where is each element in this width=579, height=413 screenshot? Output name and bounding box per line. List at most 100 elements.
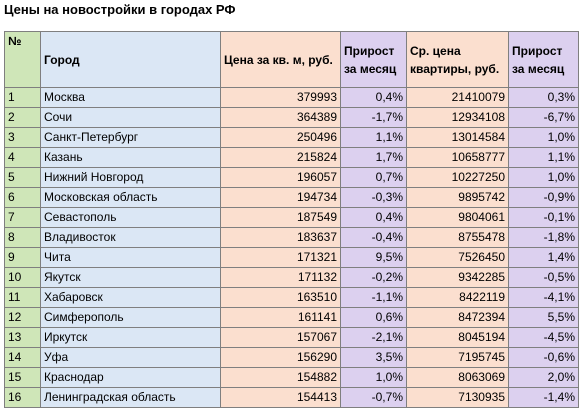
cell-city: Симферополь	[40, 307, 221, 328]
cell-price-sqm: 215824	[220, 147, 341, 168]
cell-growth-sqm: -1,1%	[340, 287, 407, 308]
cell-avg-price: 8063069	[406, 367, 509, 388]
cell-avg-price: 7130935	[406, 387, 509, 408]
cell-city: Уфа	[40, 347, 221, 368]
cell-num: 15	[4, 367, 41, 388]
header-growth-avg: Прирост за месяц	[508, 31, 579, 88]
cell-growth-avg: -0,9%	[508, 187, 579, 208]
cell-growth-sqm: 1,0%	[340, 367, 407, 388]
cell-num: 14	[4, 347, 41, 368]
cell-avg-price: 7526450	[406, 247, 509, 268]
table-row: 14 Уфа 156290 3,5% 7195745 -0,6%	[4, 347, 579, 368]
cell-avg-price: 8422119	[406, 287, 509, 308]
cell-growth-sqm: 0,7%	[340, 167, 407, 188]
cell-num: 5	[4, 167, 41, 188]
cell-num: 11	[4, 287, 41, 308]
cell-growth-avg: -1,4%	[508, 387, 579, 408]
table-row: 7 Севастополь 187549 0,4% 9804061 -0,1%	[4, 207, 579, 228]
cell-avg-price: 8755478	[406, 227, 509, 248]
header-row: № Город Цена за кв. м, руб. Прирост за м…	[4, 31, 579, 88]
cell-growth-avg: 5,5%	[508, 307, 579, 328]
cell-growth-sqm: 3,5%	[340, 347, 407, 368]
cell-city: Нижний Новгород	[40, 167, 221, 188]
cell-num: 6	[4, 187, 41, 208]
cell-city: Чита	[40, 247, 221, 268]
cell-growth-avg: -6,7%	[508, 107, 579, 128]
table-row: 15 Краснодар 154882 1,0% 8063069 2,0%	[4, 367, 579, 388]
header-price-sqm: Цена за кв. м, руб.	[220, 31, 341, 88]
cell-growth-avg: 2,0%	[508, 367, 579, 388]
cell-price-sqm: 250496	[220, 127, 341, 148]
cell-price-sqm: 183637	[220, 227, 341, 248]
cell-growth-sqm: 0,4%	[340, 87, 407, 108]
cell-avg-price: 21410079	[406, 87, 509, 108]
cell-num: 7	[4, 207, 41, 228]
cell-growth-avg: 1,4%	[508, 247, 579, 268]
table-row: 8 Владивосток 183637 -0,4% 8755478 -1,8%	[4, 227, 579, 248]
cell-city: Московская область	[40, 187, 221, 208]
cell-city: Владивосток	[40, 227, 221, 248]
cell-growth-avg: 1,0%	[508, 127, 579, 148]
cell-city: Краснодар	[40, 367, 221, 388]
cell-num: 16	[4, 387, 41, 408]
cell-avg-price: 7195745	[406, 347, 509, 368]
cell-num: 13	[4, 327, 41, 348]
header-avg-price: Ср. цена квартиры, руб.	[406, 31, 509, 88]
prices-table: № Город Цена за кв. м, руб. Прирост за м…	[4, 31, 579, 408]
cell-growth-avg: -4,1%	[508, 287, 579, 308]
cell-avg-price: 8045194	[406, 327, 509, 348]
cell-price-sqm: 157067	[220, 327, 341, 348]
cell-price-sqm: 187549	[220, 207, 341, 228]
cell-growth-avg: -0,1%	[508, 207, 579, 228]
cell-city: Иркутск	[40, 327, 221, 348]
cell-city: Севастополь	[40, 207, 221, 228]
cell-num: 3	[4, 127, 41, 148]
cell-price-sqm: 154413	[220, 387, 341, 408]
cell-growth-avg: -0,6%	[508, 347, 579, 368]
table-row: 6 Московская область 194734 -0,3% 9895742 -0,…	[4, 187, 579, 208]
cell-city: Якутск	[40, 267, 221, 288]
cell-growth-sqm: -0,7%	[340, 387, 407, 408]
cell-city: Казань	[40, 147, 221, 168]
cell-num: 2	[4, 107, 41, 128]
cell-growth-avg: 1,1%	[508, 147, 579, 168]
table-row: 10 Якутск 171132 -0,2% 9342285 -0,5%	[4, 267, 579, 288]
cell-growth-sqm: 0,6%	[340, 307, 407, 328]
cell-avg-price: 12934108	[406, 107, 509, 128]
table-row: 2 Сочи 364389 -1,7% 12934108 -6,7%	[4, 107, 579, 128]
cell-growth-sqm: -0,2%	[340, 267, 407, 288]
cell-growth-sqm: 0,4%	[340, 207, 407, 228]
table-row: 5 Нижний Новгород 196057 0,7% 10227250 1,0%	[4, 167, 579, 188]
header-city: Город	[40, 31, 221, 88]
table-row: 13 Иркутск 157067 -2,1% 8045194 -4,5%	[4, 327, 579, 348]
page-title: Цены на новостройки в городах РФ	[4, 2, 236, 17]
cell-growth-sqm: -2,1%	[340, 327, 407, 348]
cell-city: Ленинградская область	[40, 387, 221, 408]
table-row: 12 Симферополь 161141 0,6% 8472394 5,5%	[4, 307, 579, 328]
cell-avg-price: 8472394	[406, 307, 509, 328]
table-row: 16 Ленинградская область 154413 -0,7% 713093…	[4, 387, 579, 408]
cell-growth-sqm: -1,7%	[340, 107, 407, 128]
cell-growth-sqm: 9,5%	[340, 247, 407, 268]
cell-growth-sqm: 1,7%	[340, 147, 407, 168]
table-row: 1 Москва 379993 0,4% 21410079 0,3%	[4, 87, 579, 108]
cell-city: Санкт-Петербург	[40, 127, 221, 148]
cell-growth-sqm: -0,4%	[340, 227, 407, 248]
cell-price-sqm: 161141	[220, 307, 341, 328]
cell-num: 8	[4, 227, 41, 248]
table-row: 3 Санкт-Петербург 250496 1,1% 13014584 1,0%	[4, 127, 579, 148]
cell-growth-sqm: -0,3%	[340, 187, 407, 208]
cell-price-sqm: 171132	[220, 267, 341, 288]
cell-growth-sqm: 1,1%	[340, 127, 407, 148]
cell-avg-price: 13014584	[406, 127, 509, 148]
cell-price-sqm: 196057	[220, 167, 341, 188]
cell-num: 10	[4, 267, 41, 288]
table-row: 4 Казань 215824 1,7% 10658777 1,1%	[4, 147, 579, 168]
cell-price-sqm: 156290	[220, 347, 341, 368]
cell-avg-price: 10227250	[406, 167, 509, 188]
cell-avg-price: 9804061	[406, 207, 509, 228]
table-row: 9 Чита 171321 9,5% 7526450 1,4%	[4, 247, 579, 268]
cell-avg-price: 10658777	[406, 147, 509, 168]
header-num: №	[4, 31, 41, 88]
cell-price-sqm: 154882	[220, 367, 341, 388]
